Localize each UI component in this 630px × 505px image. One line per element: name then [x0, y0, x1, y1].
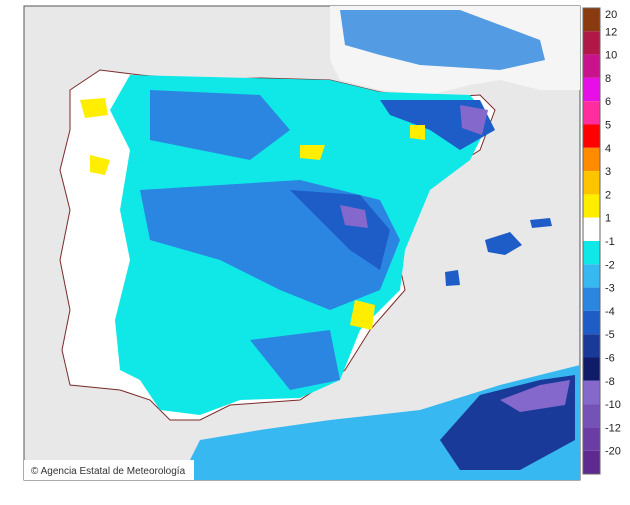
credit: © Agencia Estatal de Meteorología: [31, 466, 186, 477]
africa-purple: [500, 380, 570, 412]
legend-swatch: [583, 54, 600, 78]
legend-label: 3: [605, 166, 611, 178]
legend-label: 8: [605, 73, 611, 85]
legend-label: 2: [605, 189, 611, 201]
legend-swatch: [583, 124, 600, 148]
legend-swatch: [583, 101, 600, 125]
legend-swatch: [583, 450, 600, 474]
legend-swatch: [583, 287, 600, 311]
legend-label: -1: [605, 236, 615, 248]
legend-swatch: [583, 8, 600, 32]
legend-swatch: [583, 77, 600, 102]
legend-swatch: [583, 427, 600, 451]
legend-swatch: [583, 31, 600, 55]
legend-label: 4: [605, 143, 611, 155]
legend-label: -8: [605, 376, 615, 388]
legend-label: 5: [605, 120, 611, 132]
legend-swatch: [583, 217, 600, 241]
legend-label: -5: [605, 329, 615, 341]
legend-label: -6: [605, 353, 615, 365]
legend: 20 12 10 8 6 5 4 3 2 1 -1 -2 -3 -4 -5 -6 -8 -10 -12 -20: [582, 7, 621, 475]
legend-label: -20: [605, 446, 621, 458]
anomaly-purple: [340, 105, 488, 228]
legend-swatch: [583, 404, 600, 428]
legend-label: 6: [605, 96, 611, 108]
legend-label: 10: [605, 50, 617, 62]
legend-label: 1: [605, 213, 611, 225]
legend-swatch: [583, 380, 600, 405]
balearic-islands: [445, 218, 552, 286]
legend-swatch: [583, 171, 600, 195]
legend-label: -12: [605, 422, 621, 434]
legend-label: -4: [605, 306, 615, 318]
legend-label: -3: [605, 283, 615, 295]
legend-swatch: [583, 357, 600, 381]
legend-swatch: [583, 264, 600, 288]
legend-label: -2: [605, 259, 615, 271]
anomaly-blue: [140, 90, 400, 390]
legend-border: [582, 7, 601, 475]
anomaly-darkblue: [290, 100, 495, 270]
sea-anomaly: [340, 10, 545, 70]
credit-box: [24, 460, 194, 480]
legend-swatch: [583, 194, 600, 218]
legend-swatch: [583, 241, 600, 265]
legend-label: -10: [605, 399, 621, 411]
legend-label: 12: [605, 26, 617, 38]
legend-label: 20: [605, 9, 617, 21]
legend-swatch: [583, 310, 600, 335]
legend-swatch: [583, 334, 600, 358]
legend-swatch: [583, 147, 600, 172]
